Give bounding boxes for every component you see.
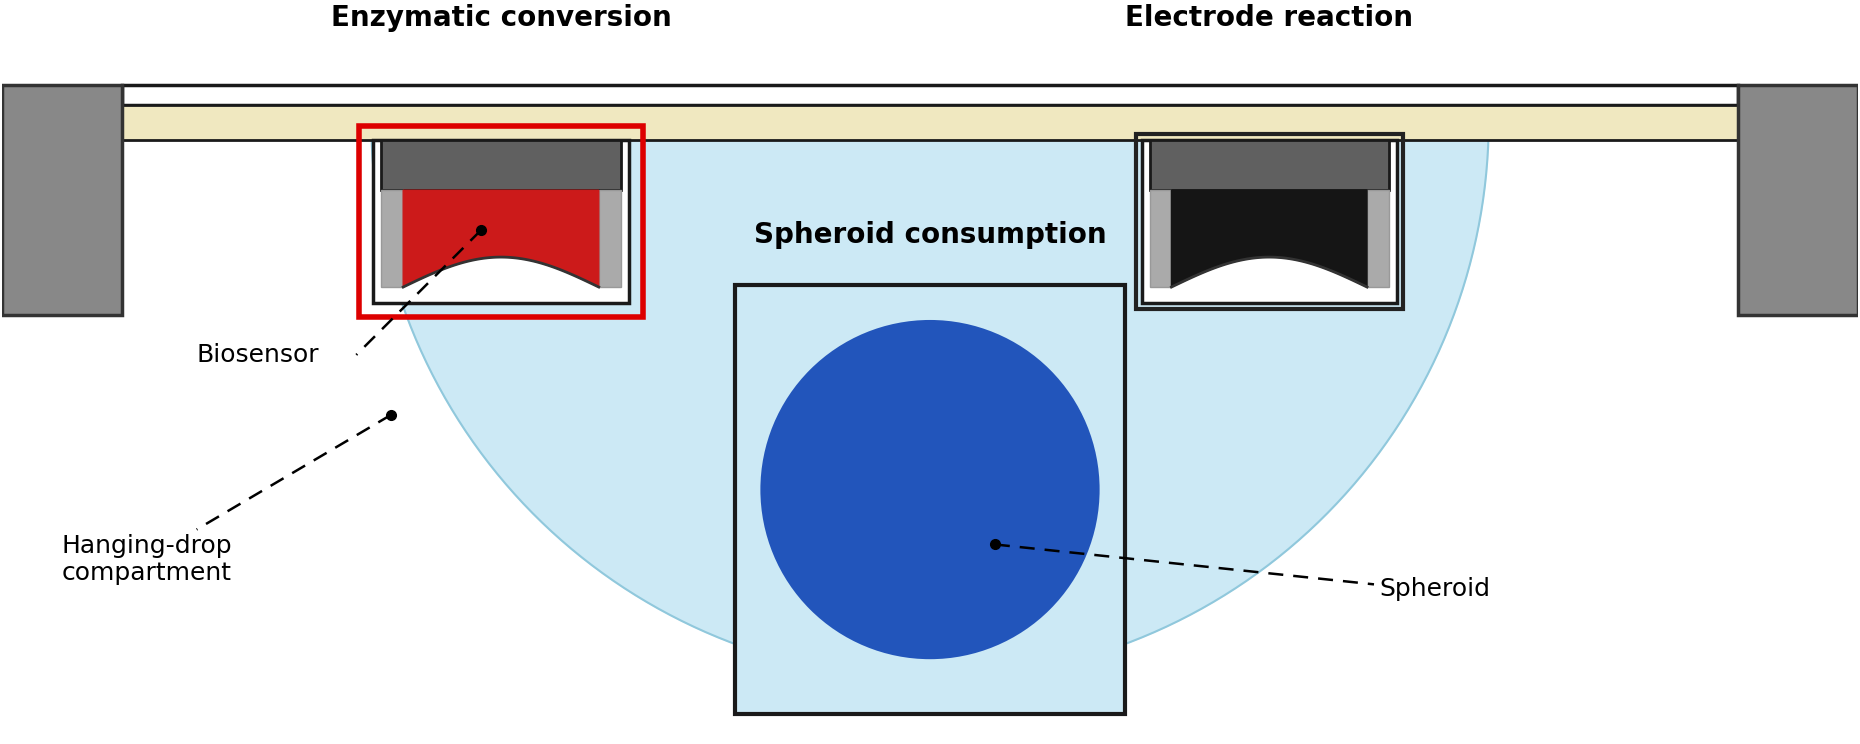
Bar <box>121 106 1739 141</box>
Bar <box>1367 190 1389 287</box>
Polygon shape <box>404 190 599 287</box>
Bar <box>381 141 621 190</box>
Bar <box>2 86 121 315</box>
Bar <box>599 190 621 287</box>
Text: Enzymatic conversion: Enzymatic conversion <box>331 4 671 32</box>
Bar <box>374 141 629 303</box>
Bar <box>381 190 404 287</box>
Text: Biosensor: Biosensor <box>197 343 320 367</box>
Bar <box>1149 141 1389 190</box>
Bar <box>1739 86 1858 315</box>
Text: Hanging-drop
compartment: Hanging-drop compartment <box>61 533 232 586</box>
Circle shape <box>761 320 1099 659</box>
Bar <box>121 86 1739 106</box>
Bar <box>735 285 1125 714</box>
Bar <box>359 126 644 317</box>
Text: Electrode reaction: Electrode reaction <box>1125 4 1414 32</box>
Text: Spheroid consumption: Spheroid consumption <box>753 221 1107 249</box>
Bar <box>1136 135 1402 309</box>
Polygon shape <box>372 121 1488 679</box>
Bar <box>1142 141 1397 303</box>
Text: Spheroid: Spheroid <box>1378 577 1490 601</box>
Polygon shape <box>1172 190 1367 287</box>
Bar <box>1149 190 1172 287</box>
